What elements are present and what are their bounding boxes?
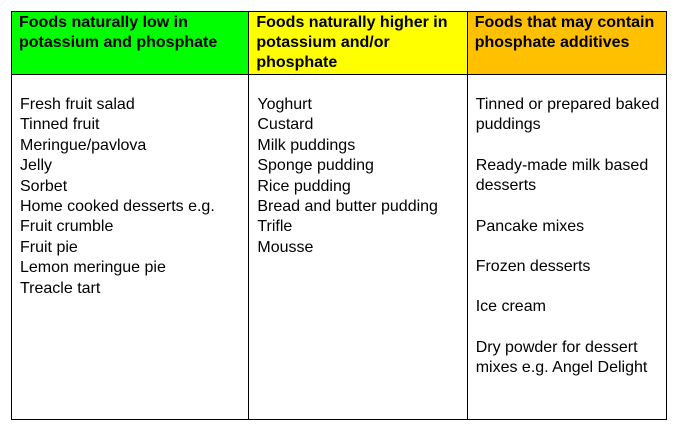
additive-food-item: Frozen desserts [475,258,591,276]
additive-food-group: Tinned or prepared baked puddings [476,95,661,136]
low-food-item: Fresh fruit salad [20,96,135,113]
header-phosphate-additives: Foods that may contain phosphate additiv… [466,11,668,75]
header-low-potassium-phosphate: Foods naturally low in potassium and pho… [10,11,250,75]
additive-food-group: Ice cream [476,297,661,317]
foods-table: Foods naturally low in potassium and pho… [10,11,668,420]
additive-food-item: Pancake mixes [475,217,585,235]
low-foods-cell: Fresh fruit salad Tinned fruit Meringue/… [10,74,250,420]
high-food-item: Custard [257,116,314,134]
additive-food-group: Ready-made milk based desserts [476,156,661,197]
high-food-item: Mousse [257,238,314,256]
low-food-item: Lemon meringue pie [20,259,166,277]
additive-food-item: Tinned or prepared baked puddings [475,96,660,134]
high-food-item: Milk puddings [257,136,356,154]
high-food-item: Sponge pudding [257,157,374,175]
low-food-item: Jelly [20,157,53,175]
additive-foods-cell: Tinned or prepared baked puddings Ready-… [466,74,668,420]
low-food-item: Fruit crumble [20,218,114,236]
low-food-item: Meringue/pavlova [20,136,147,154]
low-food-item: Home cooked desserts e.g. [20,198,215,216]
additive-food-item: Dry powder for dessert mixes e.g. Angel … [475,338,648,377]
high-food-item: Rice pudding [257,177,351,195]
additive-food-group: Pancake mixes [476,217,661,237]
high-food-item: Bread and butter pudding [257,198,438,216]
additive-food-group: Frozen desserts [476,257,661,277]
high-food-item: Yoghurt [257,96,312,113]
low-food-item: Tinned fruit [20,116,100,134]
header-high-potassium-phosphate: Foods naturally higher in potassium and/… [248,11,468,75]
content-row: Fresh fruit salad Tinned fruit Meringue/… [10,74,668,420]
additive-food-item: Ice cream [475,298,546,316]
low-food-item: Fruit pie [20,238,78,256]
high-food-item: Trifle [257,218,293,236]
additive-food-item: Ready-made milk based desserts [475,156,649,195]
low-food-item: Sorbet [20,177,68,195]
low-food-item: Treacle tart [20,279,101,297]
header-row: Foods naturally low in potassium and pho… [10,11,668,75]
high-foods-cell: Yoghurt Custard Milk puddings Sponge pud… [248,74,468,420]
additive-food-group: Dry powder for dessert mixes e.g. Angel … [476,338,661,379]
